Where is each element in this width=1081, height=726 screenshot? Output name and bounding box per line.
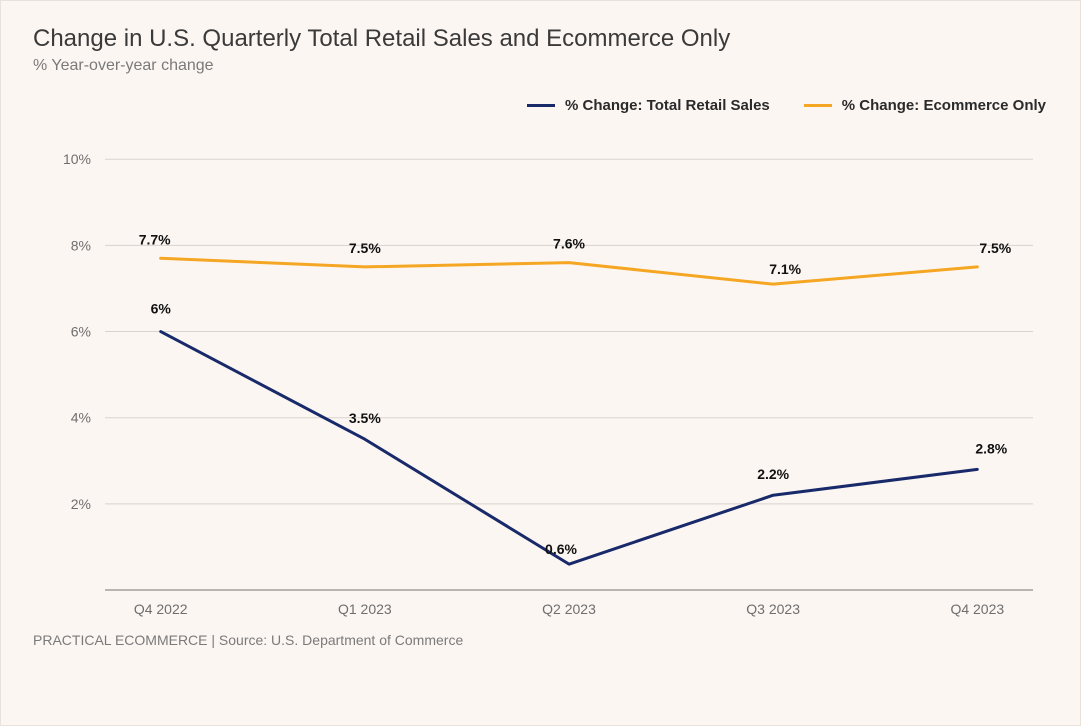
chart-plot-area: 2% 4% 6% 8% 10% Q4 2022 Q1 2023 Q2 2023 Q3 2023 Q…	[33, 134, 1052, 626]
y-tick-label: 2%	[71, 496, 91, 512]
y-tick-label: 10%	[63, 151, 91, 167]
series-line	[161, 258, 978, 284]
x-tick-label: Q2 2023	[542, 601, 596, 617]
x-tick-label: Q3 2023	[746, 601, 800, 617]
source-footer: PRACTICAL ECOMMERCE | Source: U.S. Depar…	[33, 632, 1052, 648]
legend-label: % Change: Ecommerce Only	[842, 97, 1046, 114]
chart-card: Change in U.S. Quarterly Total Retail Sa…	[0, 0, 1081, 726]
line-chart-svg: 2% 4% 6% 8% 10% Q4 2022 Q1 2023 Q2 2023 Q3 2023 Q…	[33, 134, 1051, 626]
legend-label: % Change: Total Retail Sales	[565, 97, 770, 114]
y-tick-label: 6%	[71, 324, 91, 340]
data-point-label: 3.5%	[349, 410, 381, 426]
data-point-label: 2.8%	[975, 440, 1007, 456]
y-tick-label: 8%	[71, 237, 91, 253]
legend: % Change: Total Retail Sales % Change: E…	[33, 97, 1052, 114]
data-point-label: 7.7%	[139, 231, 171, 247]
chart-title: Change in U.S. Quarterly Total Retail Sa…	[33, 25, 1052, 53]
x-tick-label: Q4 2023	[950, 601, 1004, 617]
legend-swatch-icon	[527, 104, 555, 107]
data-point-label: 7.1%	[769, 261, 801, 277]
x-tick-label: Q1 2023	[338, 601, 392, 617]
legend-item-ecommerce: % Change: Ecommerce Only	[804, 97, 1046, 114]
legend-swatch-icon	[804, 104, 832, 107]
data-point-label: 2.2%	[757, 466, 789, 482]
series-line	[161, 332, 978, 565]
data-point-label: 7.5%	[349, 240, 381, 256]
data-point-label: 7.5%	[979, 240, 1011, 256]
chart-subtitle: % Year-over-year change	[33, 57, 1052, 75]
x-tick-label: Q4 2022	[134, 601, 188, 617]
data-point-label: 7.6%	[553, 236, 585, 252]
data-point-label: 0.6%	[545, 541, 577, 557]
legend-item-total-retail: % Change: Total Retail Sales	[527, 97, 770, 114]
y-tick-label: 4%	[71, 410, 91, 426]
data-point-label: 6%	[151, 301, 172, 317]
